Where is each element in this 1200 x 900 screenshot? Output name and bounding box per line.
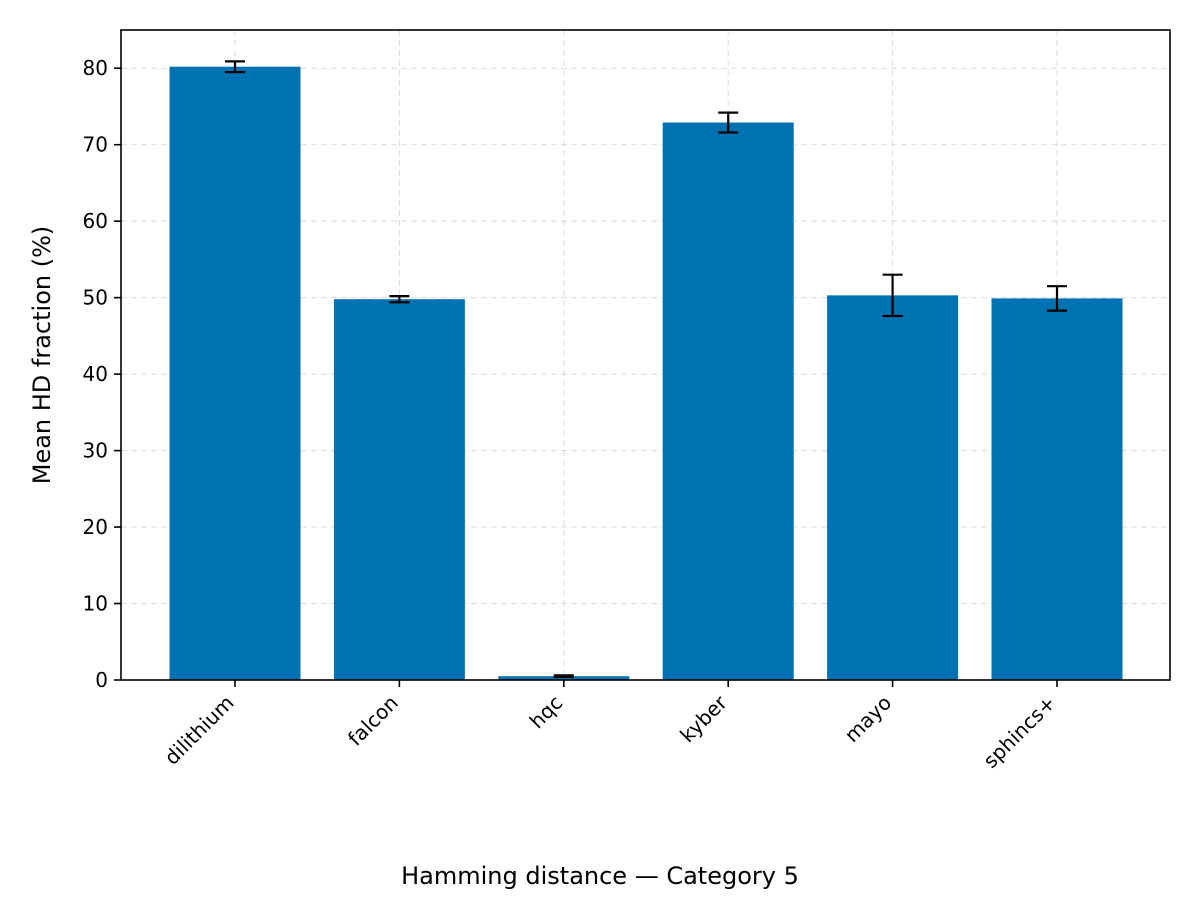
error-bar-mayo [882,273,903,318]
bar-dilithium [169,66,301,681]
y-tick-label: 70 [83,133,108,157]
error-bar-hqc [553,674,574,679]
bar-hqc [498,676,630,680]
plot-frame [120,29,1171,681]
x-tick-label: falcon [343,691,403,751]
x-axis-ticks: dilithium falcon hqc kyber mayo sphincs+ [160,680,1061,773]
x-tick-label: hqc [525,691,568,734]
error-bar-sphincs+ [1047,285,1067,312]
y-tick-label: 40 [83,362,108,386]
x-tick-label: sphincs+ [978,691,1060,773]
error-bar-dilithium [225,60,245,74]
bar-mayo [827,295,959,680]
y-axis-label: Mean HD fraction (%) [28,226,56,485]
x-tick-label: mayo [840,691,896,747]
x-tick-label: kyber [675,690,732,747]
y-axis-ticks: 0 10 20 30 40 50 60 70 80 [83,56,121,692]
error-bar-kyber [718,111,739,134]
bar-falcon [333,299,465,680]
y-tick-label: 30 [83,439,108,463]
y-tick-label: 50 [83,286,108,310]
x-tick-label: dilithium [160,691,239,770]
error-bars [225,60,1067,679]
bar-sphincs+ [991,298,1123,680]
figure-caption: Hamming distance — Category 5 [401,862,799,890]
y-tick-label: 0 [95,668,108,692]
y-tick-label: 60 [83,209,108,233]
y-tick-label: 80 [83,56,108,80]
bars [169,66,1123,681]
error-bar-falcon [389,295,410,304]
bar-kyber [662,122,794,680]
y-tick-label: 20 [83,515,108,539]
y-tick-label: 10 [83,592,108,616]
